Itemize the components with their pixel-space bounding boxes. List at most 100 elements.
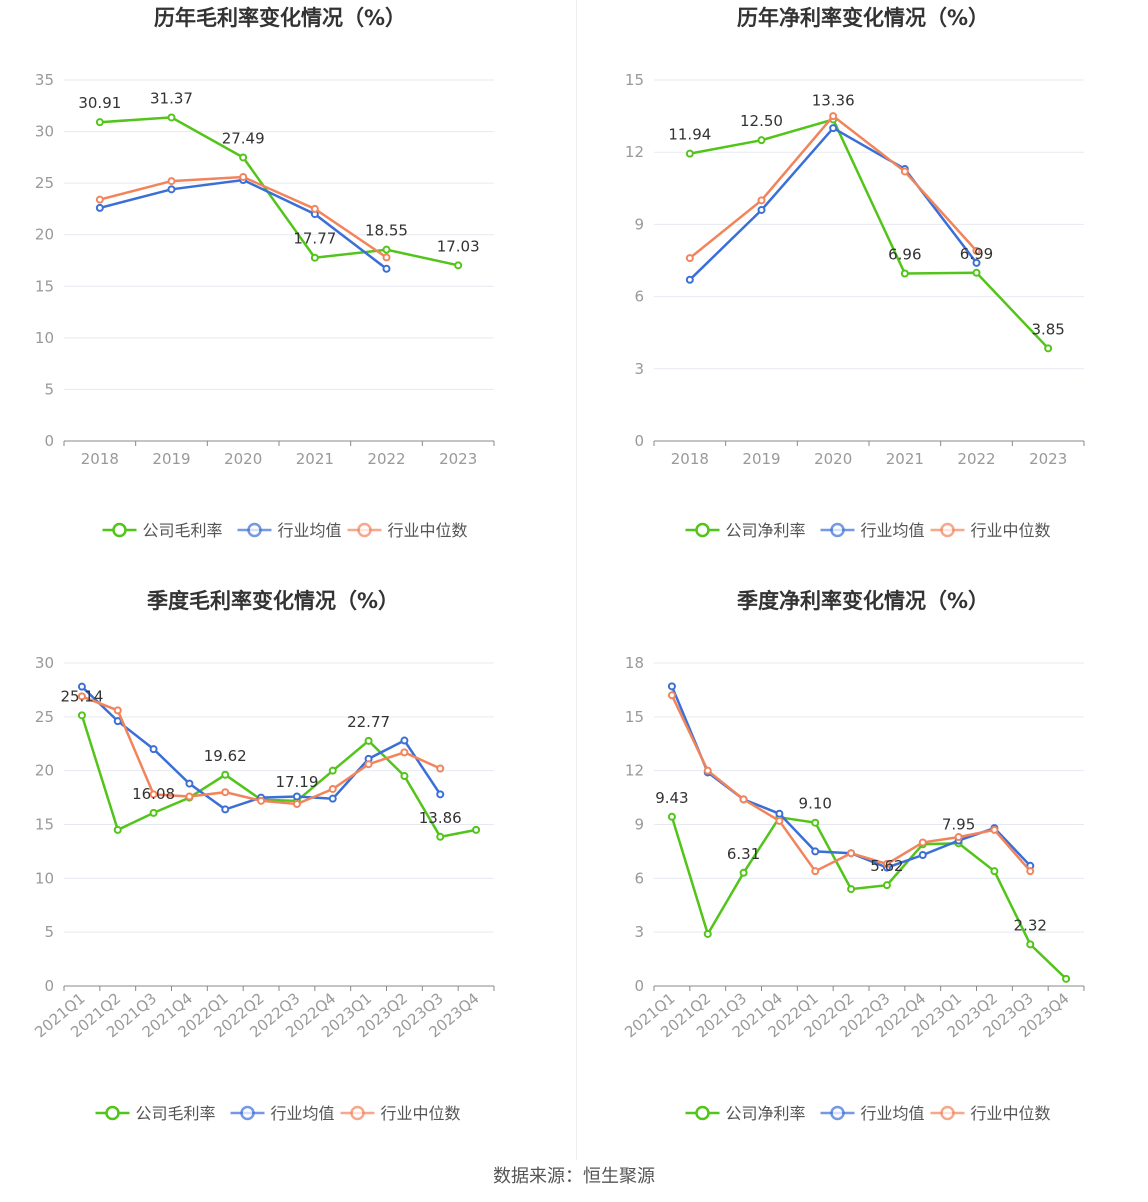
data-label: 16.08 [132,785,175,803]
y-tick-label: 15 [35,277,54,295]
data-label: 5.62 [870,857,903,875]
y-tick-label: 25 [35,174,54,192]
quarterly-net-margin-chart: 季度净利率变化情况（%） 0 3 6 9 12 15 18 2021Q1 2021Q2 2021Q3… [590,583,1148,1166]
legend-item: 公司毛利率 [95,1104,216,1123]
x-tick-label: 2019 [152,450,190,468]
y-tick-label: 3 [634,923,644,941]
data-point [400,772,409,781]
x-tick-label: 2022 [957,450,995,468]
data-point [757,196,766,205]
data-point [400,736,409,745]
data-point [257,796,266,805]
data-point [1044,344,1053,353]
y-tick-label: 30 [35,123,54,141]
y-tick-label: 0 [44,977,54,995]
data-point [149,808,158,817]
data-label: 22.77 [347,713,390,731]
x-tick-label: 2022 [367,450,405,468]
data-point [77,682,86,691]
data-point [990,867,999,876]
chart-svg: 季度毛利率变化情况（%）0510152025302021Q12021Q22021… [31,589,495,1123]
legend-label: 行业中位数 [971,521,1051,540]
data-label: 12.50 [740,112,783,130]
series-line-company [99,116,459,267]
data-point [703,766,712,775]
data-point [829,112,838,121]
legend-swatch-marker [695,1105,710,1121]
data-point [310,253,319,262]
data-point [310,204,319,213]
data-label: 6.31 [727,845,760,863]
y-tick-label: 5 [44,923,54,941]
legend-label: 公司毛利率 [143,521,223,540]
y-tick-label: 35 [35,71,54,89]
data-point [149,745,158,754]
y-tick-label: 9 [634,816,644,834]
legend-item: 行业均值 [820,521,925,540]
y-tick-label: 12 [625,762,644,780]
data-point [77,711,86,720]
legend-swatch-marker [830,1105,845,1121]
data-label: 25.14 [60,687,103,705]
chart-title: 季度净利率变化情况（%） [737,589,989,613]
data-point [149,790,158,799]
data-label: 18.55 [365,222,408,240]
data-point [972,258,981,267]
data-point [847,885,856,894]
data-point [185,792,194,801]
x-tick-label: 2018 [671,450,709,468]
y-tick-label: 10 [35,869,54,887]
data-point [882,881,891,890]
data-point [882,859,891,868]
y-tick-label: 30 [35,654,54,672]
data-label: 13.36 [812,91,855,109]
legend-label: 行业均值 [861,521,925,540]
data-label: 17.77 [293,230,336,248]
data-point [113,717,122,726]
data-label: 9.10 [799,795,832,813]
quarterly-gross-margin-chart: 季度毛利率变化情况（%） 0 5 10 15 20 25 30 2021Q1 2021Q2 2021… [0,583,574,1166]
annual-gross-margin-chart: 历年毛利率变化情况（%） 0 5 10 15 20 25 30 35 2018 2019 2020 20… [0,0,574,583]
data-label: 3.85 [1031,320,1064,338]
data-point [667,682,676,691]
data-point [900,167,909,176]
y-tick-label: 20 [35,226,54,244]
chart-title: 历年净利率变化情况（%） [737,6,989,30]
data-label: 27.49 [222,129,265,147]
data-point [757,205,766,214]
legend-item: 公司净利率 [685,1104,806,1123]
data-label: 11.94 [668,126,711,144]
data-label: 17.03 [437,237,480,255]
chart-svg: 历年净利率变化情况（%） 0 3 6 9 12 15 2018 2019 2020 2021 2022… [625,6,1085,540]
x-tick-label: 2020 [814,450,852,468]
data-point [1062,974,1071,983]
data-label: 6.96 [888,245,921,263]
data-point [95,118,104,127]
data-label: 2.32 [1014,916,1047,934]
data-point [113,825,122,834]
data-point [685,149,694,158]
series-line-company [689,118,1050,350]
data-point [436,764,445,773]
chart-title: 历年毛利率变化情况（%） [154,6,406,30]
data-point [667,812,676,821]
x-tick-label: 2020 [224,450,262,468]
x-tick-label: 2023 [439,450,477,468]
data-point [221,805,230,814]
y-tick-label: 0 [44,432,54,450]
data-point [454,261,463,270]
data-point [382,245,391,254]
data-label: 9.43 [655,789,688,807]
series-line-company [670,815,1067,980]
legend-item: 公司毛利率 [102,521,223,540]
legend-label: 行业均值 [271,1104,335,1123]
data-point [292,800,301,809]
data-point [436,832,445,841]
data-point [382,264,391,273]
chart-title: 季度毛利率变化情况（%） [147,589,399,613]
legend-label: 行业均值 [278,521,342,540]
data-point [167,185,176,194]
data-point [685,254,694,263]
y-tick-label: 0 [634,977,644,995]
data-point [811,867,820,876]
